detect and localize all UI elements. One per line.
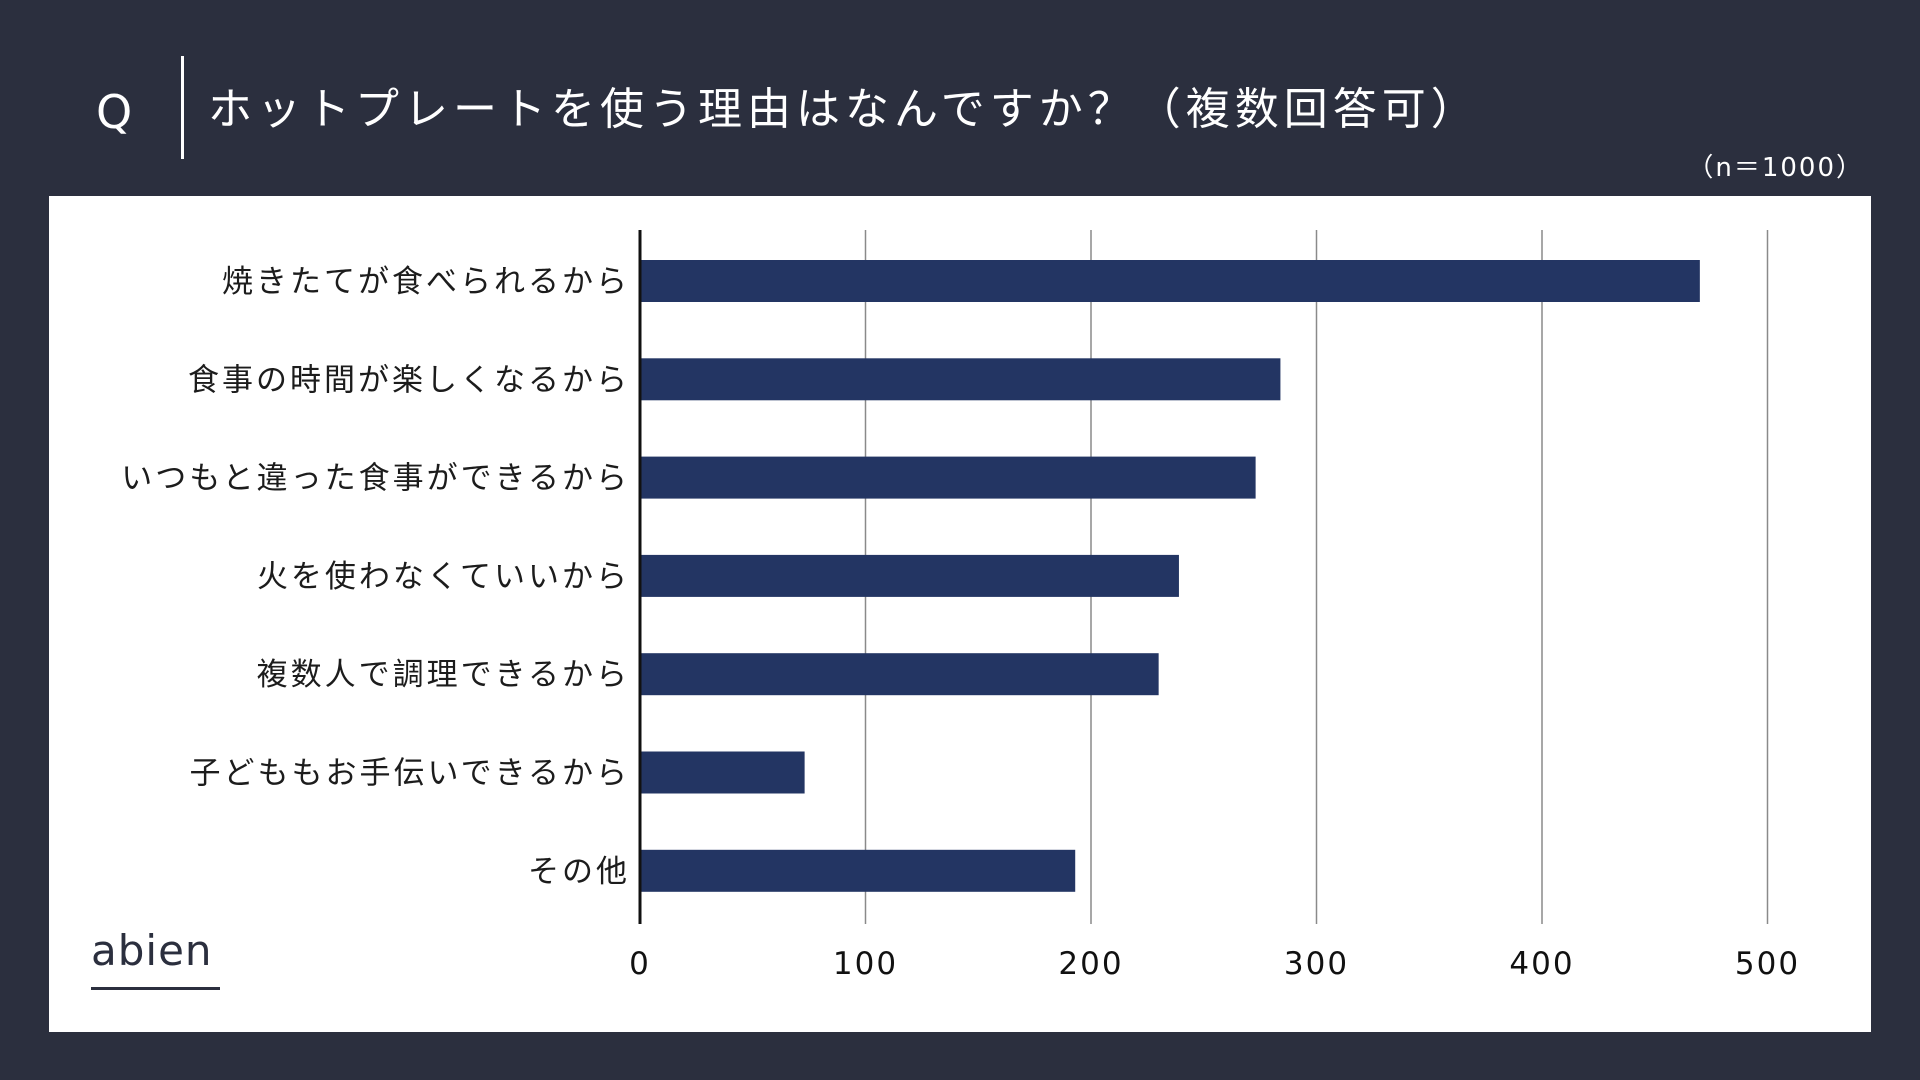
bar-chart: 焼きたてが食べられるから食事の時間が楽しくなるからいつもと違った食事ができるから… [121, 230, 1800, 982]
category-label: その他 [528, 854, 630, 890]
category-label: 焼きたてが食べられるから [222, 264, 630, 300]
bar [640, 456, 1256, 499]
bar [640, 554, 1179, 597]
bars [640, 260, 1700, 892]
x-tick-label: 500 [1735, 946, 1800, 982]
sample-size: （n＝1000） [1687, 153, 1864, 183]
x-tick-label: 0 [629, 946, 651, 982]
bar [640, 260, 1700, 302]
chart-panel: 焼きたてが食べられるから食事の時間が楽しくなるからいつもと違った食事ができるから… [49, 196, 1871, 1032]
bar [640, 751, 805, 794]
question-title: ホットプレートを使う理由はなんですか？（複数回答可） [208, 84, 1480, 135]
gridlines [864, 230, 1769, 924]
category-labels: 焼きたてが食べられるから食事の時間が楽しくなるからいつもと違った食事ができるから… [121, 264, 630, 890]
question-marker: Q [96, 85, 133, 139]
bar [640, 849, 1076, 892]
header-divider [181, 56, 184, 159]
x-tick-labels: 0 100 200 300 400 500 [629, 946, 1800, 982]
x-tick-label: 400 [1509, 946, 1574, 982]
category-label: 子どももお手伝いできるから [190, 756, 630, 792]
category-label: 食事の時間が楽しくなるから [188, 362, 630, 398]
bar [640, 653, 1159, 696]
logo-underline [91, 987, 220, 990]
category-label: 火を使わなくていいから [257, 559, 630, 595]
x-tick-label: 300 [1284, 946, 1349, 982]
category-label: 複数人で調理できるから [257, 657, 630, 693]
x-tick-label: 200 [1058, 946, 1123, 982]
category-label: いつもと違った食事ができるから [121, 461, 630, 497]
x-tick-label: 100 [833, 946, 898, 982]
bar [640, 358, 1281, 401]
abien-logo: abien [91, 926, 213, 975]
